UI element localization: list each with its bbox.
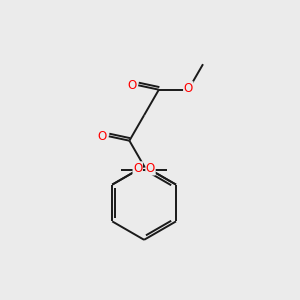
Text: O: O bbox=[184, 82, 193, 95]
Text: O: O bbox=[146, 162, 155, 175]
Text: O: O bbox=[98, 130, 107, 143]
Text: O: O bbox=[127, 79, 136, 92]
Text: O: O bbox=[133, 162, 142, 175]
